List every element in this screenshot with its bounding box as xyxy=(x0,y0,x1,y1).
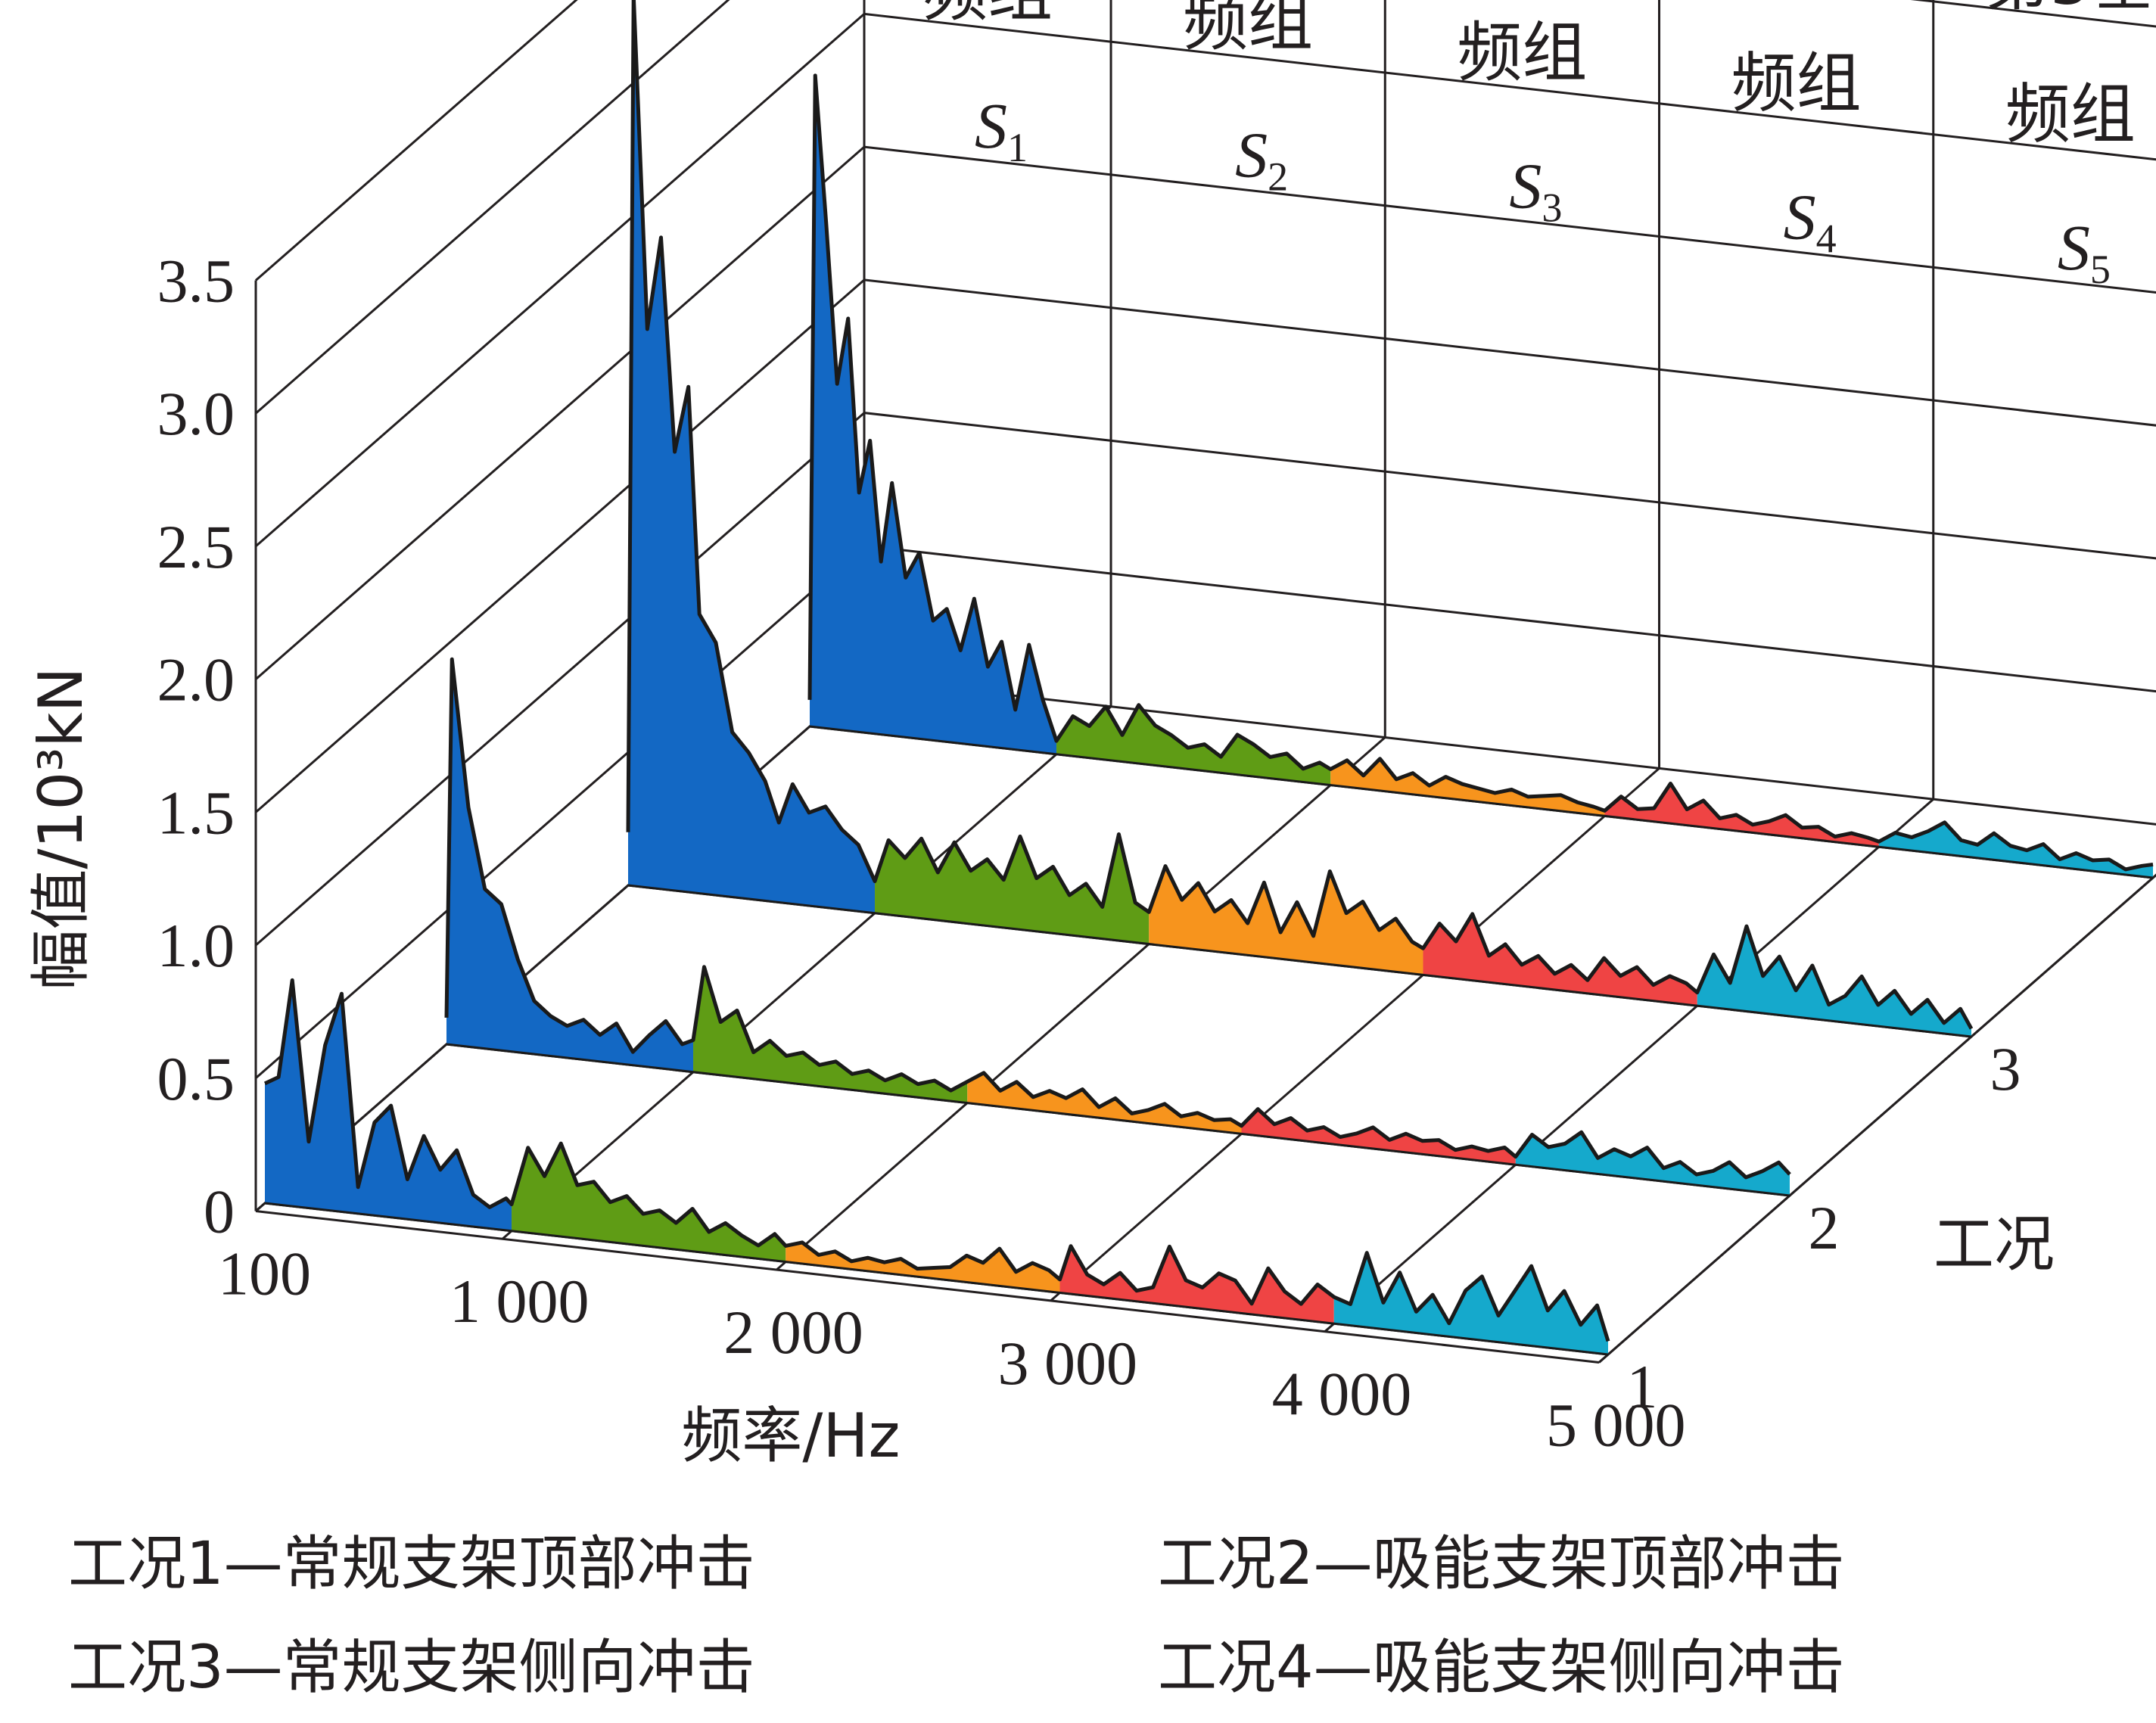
z-tick-label: 3 xyxy=(1990,1034,2021,1103)
series-case-1-band-3-fill xyxy=(786,1242,1060,1293)
series-case-3-line xyxy=(626,0,1974,1030)
left-wall-gridline xyxy=(255,545,865,1079)
band-label-symbol: S5 xyxy=(2058,211,2111,292)
floor-gridline xyxy=(502,705,1112,1240)
left-wall-gridline xyxy=(255,0,578,281)
back-wall-gridline xyxy=(863,278,2156,427)
x-axis-line xyxy=(255,1210,1600,1364)
series-case-1 xyxy=(263,978,1610,1356)
series-case-3-band-4-fill xyxy=(1423,913,1697,1006)
series-case-4-band-2-fill xyxy=(1056,704,1331,785)
left-wall-gridline xyxy=(255,278,865,813)
back-wall-gridline xyxy=(863,544,2156,693)
band-label-line2: 频组 xyxy=(1457,15,1587,91)
z-axis-title: 工况 xyxy=(1934,1209,2055,1280)
band-label-line2: 频组 xyxy=(922,0,1053,30)
series-case-4-baseline xyxy=(809,725,2154,879)
grid-layer xyxy=(254,0,2156,1364)
series-case-2-band-2-fill xyxy=(693,966,968,1103)
legend-case-4: 工况4—吸能支架侧向冲击 xyxy=(1158,1634,1845,1702)
band-label-symbol: S1 xyxy=(975,89,1028,170)
legend-case-2: 工况2—吸能支架顶部冲击 xyxy=(1158,1530,1845,1598)
floor-gridline xyxy=(1324,798,1934,1333)
y-tick-label: 0 xyxy=(204,1177,235,1246)
series-case-2-band-4-fill xyxy=(1241,1109,1516,1165)
series-case-1-band-4-fill xyxy=(1059,1246,1334,1324)
series-case-3 xyxy=(626,0,1974,1038)
band-label-line2: 频组 xyxy=(1731,46,1862,122)
back-wall-gridline xyxy=(863,412,2156,560)
series-case-2-baseline xyxy=(446,1043,1790,1197)
series-case-4-band-5-fill xyxy=(1878,822,2153,878)
back-wall-gridline xyxy=(863,145,2156,294)
series-case-1-band-5-fill xyxy=(1333,1252,1608,1354)
series-case-1-baseline xyxy=(264,1202,1609,1356)
y-axis-title: 幅值/10³kN xyxy=(26,667,96,991)
y-tick-label: 3.0 xyxy=(157,379,235,448)
series-case-4-line xyxy=(807,73,2154,872)
series-case-3-band-1-fill xyxy=(628,0,876,913)
band-label-2: 第2基频组S2 xyxy=(1183,0,1313,200)
series-case-2-band-3-fill xyxy=(967,1072,1242,1134)
back-wall-gridline xyxy=(863,12,2156,161)
back-wall-gridline xyxy=(863,677,2156,826)
left-wall-gridline xyxy=(255,146,865,680)
series-case-3-band-2-fill xyxy=(875,834,1150,944)
series-case-3-band-3-fill xyxy=(1149,866,1423,975)
y-tick-label: 3.5 xyxy=(157,247,235,316)
series-case-2 xyxy=(444,657,1791,1197)
left-wall-gridline xyxy=(255,412,865,947)
z-tick-label: 1 xyxy=(1627,1352,1658,1421)
series-case-3-band-5-fill xyxy=(1697,926,1971,1037)
floor-gridline xyxy=(1598,873,2156,1364)
x-tick-label: 1 000 xyxy=(450,1267,590,1336)
left-wall-gridline xyxy=(255,13,865,548)
y-tick-label: 1.0 xyxy=(157,911,235,980)
series-case-3-baseline xyxy=(627,884,1972,1038)
x-tick-label: 100 xyxy=(218,1239,311,1308)
series-case-1-band-2-fill xyxy=(512,1143,786,1262)
series-case-2-line xyxy=(444,657,1791,1180)
band-label-line2: 频组 xyxy=(1183,0,1313,60)
y-tick-label: 2.5 xyxy=(157,512,235,581)
floor-gridline xyxy=(255,677,865,1212)
band-label-symbol: S3 xyxy=(1509,150,1562,231)
x-axis-title: 频率/Hz xyxy=(681,1401,900,1471)
x-tick-label: 3 000 xyxy=(998,1329,1138,1398)
x-tick-label: 2 000 xyxy=(723,1298,863,1367)
band-label-name: 第5基 xyxy=(1985,0,2156,20)
back-wall-gridline xyxy=(1910,0,2156,28)
series-case-2-band-1-fill xyxy=(446,659,694,1072)
y-tick-label: 2.0 xyxy=(157,645,235,714)
series-layer xyxy=(263,0,2154,1356)
band-label-line2: 频组 xyxy=(2005,76,2136,152)
y-tick-label: 0.5 xyxy=(157,1044,235,1113)
x-tick-label: 5 000 xyxy=(1546,1391,1686,1460)
series-case-4 xyxy=(807,73,2154,879)
legend-case-1: 工况1—常规支架顶部冲击 xyxy=(68,1530,755,1598)
series-case-1-line xyxy=(263,978,1610,1342)
band-label-layer: 第1基频组S1第2基频组S2第3基频组S3第4基频组S4第5基频组S5 xyxy=(922,0,2156,292)
tick-layer: 0 0.5 1.0 1.5 2.0 2.5 3.0 3.5 100 1 000 2 000 3 000… xyxy=(157,247,2021,1460)
y-tick-label: 1.5 xyxy=(157,778,235,847)
band-label-1: 第1基频组S1 xyxy=(922,0,1053,170)
band-label-symbol: S2 xyxy=(1235,119,1288,200)
z-axis-line xyxy=(1598,873,2156,1364)
x-tick-label: 4 000 xyxy=(1272,1360,1412,1429)
series-case-2-band-5-fill xyxy=(1515,1132,1790,1196)
left-wall-gridline xyxy=(255,0,730,415)
band-label-symbol: S4 xyxy=(1784,180,1837,261)
z-tick-label: 2 xyxy=(1809,1193,1840,1262)
band-label-5: 第5基频组 S5 xyxy=(1985,0,2156,292)
band-label-3: 第3基频组S3 xyxy=(1457,15,1587,231)
series-case-4-band-1-fill xyxy=(810,75,1057,754)
band-label-4: 第4基频组S4 xyxy=(1731,46,1862,262)
floor-gridline xyxy=(776,736,1386,1271)
legend-case-3: 工况3—常规支架侧向冲击 xyxy=(68,1634,755,1702)
floor-gridline xyxy=(1050,767,1660,1302)
series-case-4-band-4-fill xyxy=(1604,783,1879,848)
